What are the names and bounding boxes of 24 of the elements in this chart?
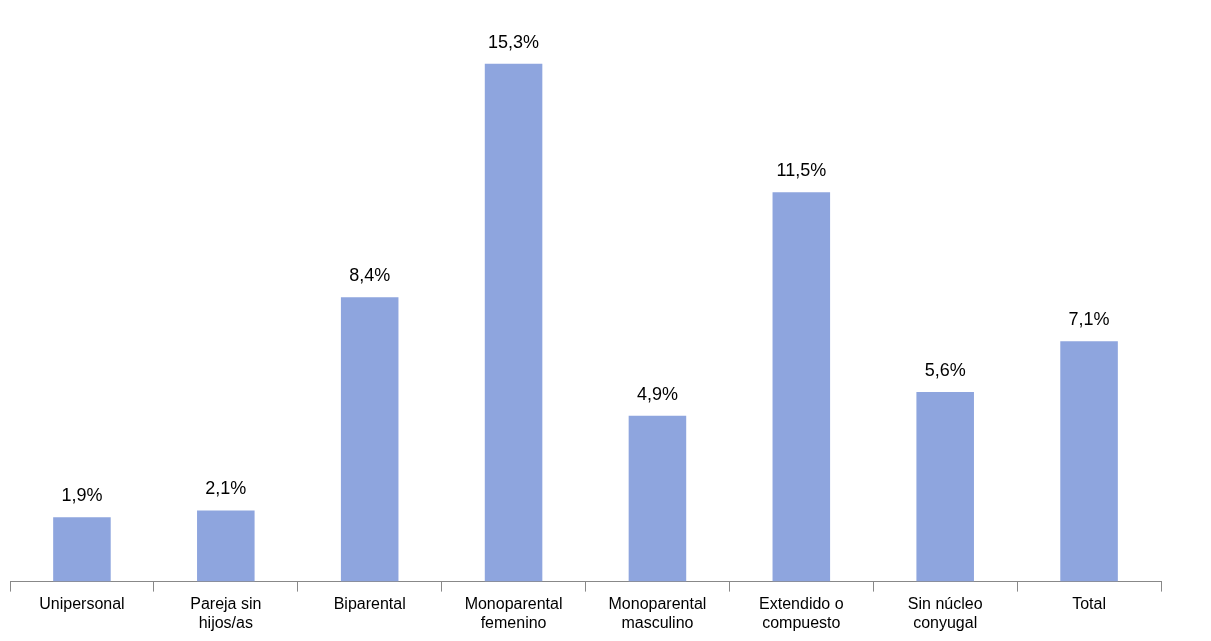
data-label: 11,5%: [776, 160, 827, 181]
x-tick-label: Extendido o compuesto: [759, 594, 844, 631]
bar: [340, 297, 399, 582]
x-tick-label: Total: [1072, 594, 1106, 612]
data-label: 1,9%: [61, 485, 103, 506]
bar: [628, 415, 687, 582]
data-label: 8,4%: [349, 265, 391, 286]
bar: [772, 192, 831, 582]
bar: [197, 510, 255, 582]
data-label: 15,3%: [488, 31, 540, 52]
bar: [53, 517, 111, 582]
data-label: 7,1%: [1068, 309, 1110, 330]
bar: [1060, 341, 1118, 582]
x-tick-label: Unipersonal: [39, 594, 125, 612]
x-tick-label: Monoparental femenino: [464, 594, 563, 631]
x-tick-label: Monoparental masculino: [608, 594, 707, 631]
x-tick-label: Biparental: [333, 594, 406, 612]
bar: [484, 63, 543, 582]
bar: [916, 392, 974, 582]
data-label: 5,6%: [924, 360, 966, 381]
data-label: 4,9%: [636, 383, 678, 404]
data-label: 2,1%: [205, 478, 247, 499]
x-tick-label: Pareja sin hijos/as: [190, 594, 262, 631]
x-tick-label: Sin núcleo conyugal: [907, 594, 983, 631]
